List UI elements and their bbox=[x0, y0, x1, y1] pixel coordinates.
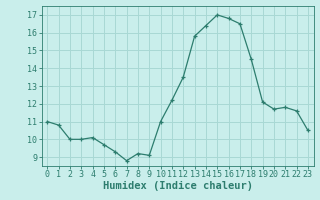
X-axis label: Humidex (Indice chaleur): Humidex (Indice chaleur) bbox=[103, 181, 252, 191]
